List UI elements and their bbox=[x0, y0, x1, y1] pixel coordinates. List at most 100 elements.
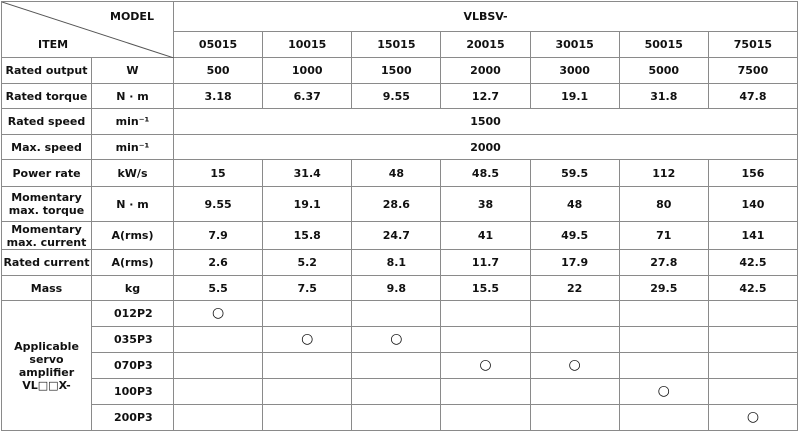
empty-cell bbox=[172, 352, 264, 379]
value-cell: 22 bbox=[529, 275, 620, 301]
empty-cell bbox=[440, 378, 531, 405]
empty-cell bbox=[351, 352, 442, 379]
corner-cell: MODEL ITEM bbox=[1, 1, 174, 58]
model-label: MODEL bbox=[110, 10, 154, 23]
value-cell: 1000 bbox=[262, 57, 353, 84]
empty-cell bbox=[707, 352, 799, 379]
model-cell: 30015 bbox=[529, 31, 620, 58]
value-cell: 2000 bbox=[173, 134, 798, 160]
value-cell: 2.6 bbox=[172, 249, 264, 276]
value-cell: 6.37 bbox=[262, 83, 353, 109]
unit-cell: kW/s bbox=[91, 159, 174, 187]
amplifier-row: 200P3 ○ bbox=[2, 404, 799, 431]
item-cell: Momentary max. torque bbox=[1, 186, 92, 222]
model-cell: 20015 bbox=[440, 31, 531, 58]
value-cell: 47.8 bbox=[707, 83, 799, 109]
value-cell: 49.5 bbox=[529, 221, 620, 250]
value-cell: 80 bbox=[618, 186, 709, 222]
value-cell: 19.1 bbox=[529, 83, 620, 109]
amplifier-model: 200P3 bbox=[91, 404, 174, 431]
empty-cell bbox=[172, 326, 264, 353]
empty-cell bbox=[351, 378, 442, 405]
empty-cell bbox=[618, 352, 709, 379]
amplifier-model: 070P3 bbox=[91, 352, 174, 379]
empty-cell bbox=[262, 300, 353, 327]
empty-cell bbox=[440, 326, 531, 353]
mark-cell: ○ bbox=[262, 326, 353, 353]
model-cell: 75015 bbox=[707, 31, 799, 58]
value-cell: 11.7 bbox=[440, 249, 531, 276]
item-label: ITEM bbox=[38, 38, 69, 51]
value-cell: 1500 bbox=[173, 108, 798, 135]
value-cell: 41 bbox=[440, 221, 531, 250]
amplifier-row: Applicable servo amplifier VL□□X- 012P2 ○ bbox=[1, 300, 799, 431]
empty-cell bbox=[618, 326, 709, 353]
unit-cell: N · m bbox=[91, 186, 174, 222]
value-cell: 7.5 bbox=[262, 275, 353, 301]
value-cell: 5.2 bbox=[262, 249, 353, 276]
empty-cell bbox=[529, 300, 620, 327]
value-cell: 7.9 bbox=[172, 221, 264, 250]
value-cell: 140 bbox=[707, 186, 799, 222]
value-cell: 59.5 bbox=[529, 159, 620, 187]
unit-cell: W bbox=[91, 57, 174, 84]
value-cell: 5000 bbox=[618, 57, 709, 84]
spec-row: Mass kg 5.5 7.5 9.8 15.5 22 29.5 42.5 bbox=[1, 275, 799, 301]
empty-cell bbox=[351, 300, 442, 327]
empty-cell bbox=[707, 326, 799, 353]
mark-cell: ○ bbox=[172, 300, 264, 327]
spec-row: Rated torque N · m 3.18 6.37 9.55 12.7 19.1 31.… bbox=[1, 83, 799, 109]
empty-cell bbox=[262, 404, 353, 431]
value-cell: 8.1 bbox=[351, 249, 442, 276]
unit-cell: min⁻¹ bbox=[91, 108, 174, 135]
value-cell: 42.5 bbox=[707, 275, 799, 301]
empty-cell bbox=[529, 326, 620, 353]
value-cell: 3.18 bbox=[172, 83, 264, 109]
unit-cell: N · m bbox=[91, 83, 174, 109]
empty-cell bbox=[440, 300, 531, 327]
empty-cell bbox=[262, 378, 353, 405]
value-cell: 15 bbox=[172, 159, 264, 187]
value-cell: 9.8 bbox=[351, 275, 442, 301]
value-cell: 71 bbox=[618, 221, 709, 250]
value-cell: 9.55 bbox=[172, 186, 264, 222]
amplifier-model: 035P3 bbox=[91, 326, 174, 353]
item-cell: Rated torque bbox=[1, 83, 92, 109]
value-cell: 38 bbox=[440, 186, 531, 222]
empty-cell bbox=[618, 404, 709, 431]
item-cell: Rated speed bbox=[1, 108, 92, 135]
value-cell: 5.5 bbox=[172, 275, 264, 301]
item-cell: Momentary max. current bbox=[1, 221, 92, 250]
unit-cell: A(rms) bbox=[91, 249, 174, 276]
unit-cell: A(rms) bbox=[91, 221, 174, 250]
spec-row: Rated output W 500 1000 1500 2000 3000 5000 7500 bbox=[1, 57, 799, 84]
spec-row: Momentary max. current A(rms) 7.9 15.8 24.7 4… bbox=[1, 221, 799, 250]
mark-cell: ○ bbox=[351, 326, 442, 353]
value-cell: 1500 bbox=[351, 57, 442, 84]
value-cell: 500 bbox=[172, 57, 264, 84]
empty-cell bbox=[618, 300, 709, 327]
item-cell: Mass bbox=[1, 275, 92, 301]
empty-cell bbox=[172, 378, 264, 405]
diagonal bbox=[2, 2, 174, 58]
value-cell: 15.8 bbox=[262, 221, 353, 250]
amplifier-label: Applicable servo amplifier VL□□X- bbox=[1, 300, 92, 431]
spec-row: Momentary max. torque N · m 9.55 19.1 28.6 38… bbox=[1, 186, 799, 222]
value-cell: 9.55 bbox=[351, 83, 442, 109]
value-cell: 141 bbox=[707, 221, 799, 250]
value-cell: 19.1 bbox=[262, 186, 353, 222]
mark-cell: ○ bbox=[707, 404, 799, 431]
item-cell: Rated output bbox=[1, 57, 92, 84]
value-cell: 15.5 bbox=[440, 275, 531, 301]
value-cell: 112 bbox=[618, 159, 709, 187]
spec-row: Max. speed min⁻¹ 2000 bbox=[1, 134, 798, 160]
empty-cell bbox=[351, 404, 442, 431]
header-row: MODEL ITEM VLBSV- bbox=[1, 1, 798, 58]
item-cell: Power rate bbox=[1, 159, 92, 187]
value-cell: 24.7 bbox=[351, 221, 442, 250]
series-header: VLBSV- bbox=[173, 1, 798, 32]
value-cell: 17.9 bbox=[529, 249, 620, 276]
unit-cell: kg bbox=[91, 275, 174, 301]
